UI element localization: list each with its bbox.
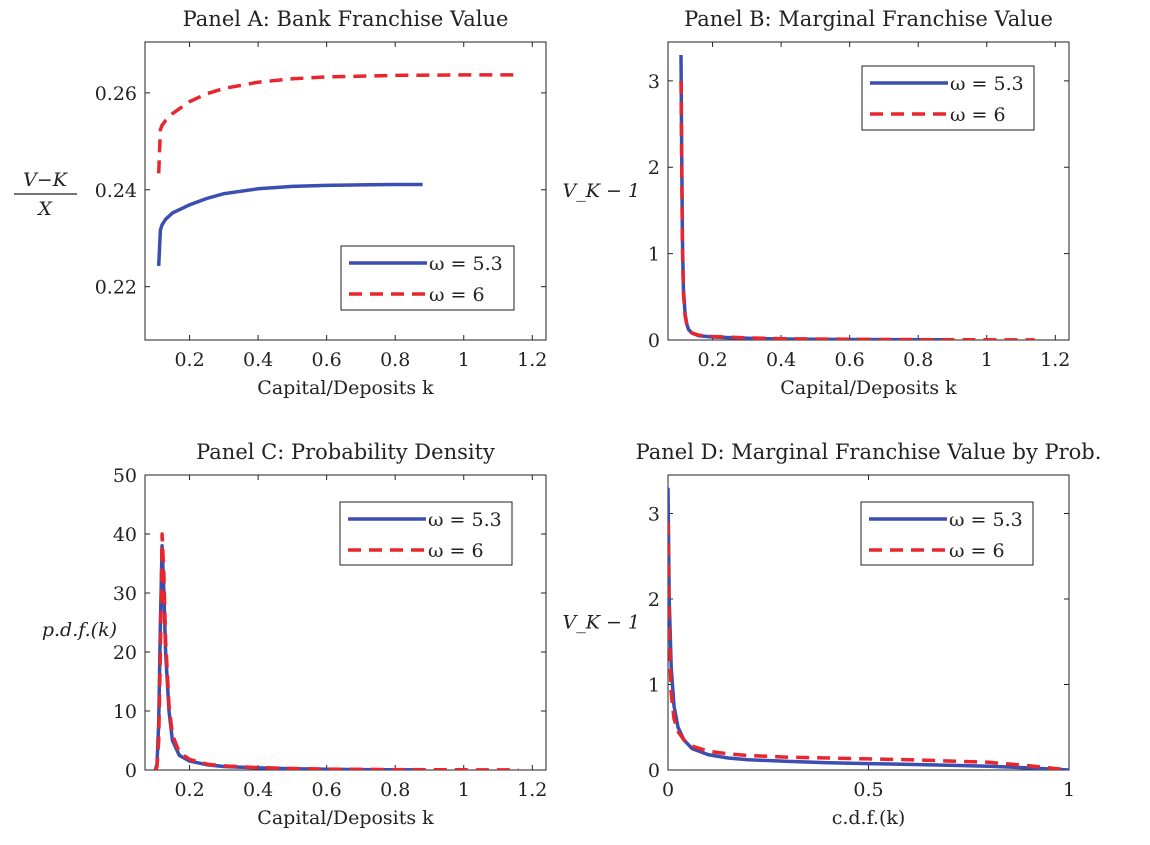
series-line-omega-5-3 — [156, 182, 423, 266]
legend-label: ω = 6 — [949, 540, 1005, 562]
y-tick-label: 1 — [648, 674, 660, 696]
x-tick-label: 0.8 — [380, 779, 410, 801]
x-tick-label: 0.6 — [312, 779, 342, 801]
x-tick-label: 0.5 — [853, 779, 883, 801]
panel-d: Panel D: Marginal Franchise Value by Pro… — [562, 440, 1101, 829]
x-tick-label: 0.2 — [174, 349, 204, 371]
x-tick-label: 0.2 — [697, 349, 727, 371]
x-tick-label: 1 — [1063, 779, 1075, 801]
y-tick-label: 3 — [648, 71, 660, 93]
y-tick-label: 0.24 — [95, 180, 137, 202]
legend-label: ω = 6 — [429, 284, 485, 306]
legend-box — [340, 245, 515, 311]
x-tick-label: 1 — [981, 349, 993, 371]
y-tick-label: 2 — [648, 157, 660, 179]
x-tick-label: 1 — [458, 779, 470, 801]
x-tick-label: 0.4 — [243, 349, 273, 371]
legend-label: ω = 5.3 — [950, 73, 1024, 95]
y-tick-label: 30 — [113, 583, 137, 605]
panel-a: Panel A: Bank Franchise Value 0.2 0.4 0.6 0.… — [14, 7, 547, 399]
legend: ω = 5.3 ω = 6 — [861, 65, 1035, 131]
y-axis-label: V_K − 1 — [562, 612, 640, 634]
y-tick-label: 50 — [113, 465, 137, 487]
panel-title: Panel A: Bank Franchise Value — [183, 7, 509, 31]
panel-c: Panel C: Probability Density 0.2 0.4 0.6 0.8… — [42, 440, 548, 829]
legend: ω = 5.3 ω = 6 — [860, 501, 1034, 566]
legend-label: ω = 5.3 — [429, 253, 503, 275]
panel-b: Panel B: Marginal Franchise Value 0.2 0.4 0… — [562, 7, 1070, 399]
panel-title: Panel C: Probability Density — [196, 440, 495, 464]
x-tick-label: 1.2 — [517, 349, 547, 371]
legend-label: ω = 6 — [950, 104, 1006, 126]
y-tick-label: 2 — [648, 589, 660, 611]
x-tick-label: 0.2 — [174, 779, 204, 801]
x-axis-label: Capital/Deposits k — [780, 377, 957, 399]
x-tick-label: 0.8 — [380, 349, 410, 371]
x-tick-label: 0 — [662, 779, 674, 801]
x-axis-label: Capital/Deposits k — [257, 807, 434, 829]
legend-label: ω = 6 — [428, 540, 484, 562]
y-tick-label: 3 — [648, 503, 660, 525]
y-tick-label: 40 — [113, 524, 137, 546]
legend-box — [861, 65, 1035, 131]
legend-label: ω = 5.3 — [428, 509, 502, 531]
legend-box — [339, 501, 513, 566]
y-axis-label: p.d.f.(k) — [42, 619, 117, 641]
legend-label: ω = 5.3 — [949, 509, 1023, 531]
series-line-omega-5-3 — [153, 544, 423, 770]
x-tick-label: 1.2 — [517, 779, 547, 801]
x-tick-label: 0.4 — [243, 779, 273, 801]
x-axis-label: c.d.f.(k) — [832, 807, 906, 829]
x-tick-label: 1.2 — [1040, 349, 1070, 371]
y-tick-label: 0 — [648, 760, 660, 782]
series-line-omega-6 — [156, 73, 519, 174]
series-line-omega-6 — [668, 521, 1069, 770]
plot-frame — [144, 41, 547, 341]
y-tick-label: 10 — [113, 701, 137, 723]
panel-title: Panel D: Marginal Franchise Value by Pro… — [636, 440, 1102, 464]
y-tick-label: 20 — [113, 642, 137, 664]
y-tick-label: 0 — [125, 760, 137, 782]
x-axis-label: Capital/Deposits k — [257, 377, 434, 399]
x-tick-label: 0.6 — [312, 349, 342, 371]
y-axis-label-numerator: V−K — [23, 169, 69, 191]
y-tick-label: 0.22 — [95, 277, 137, 299]
x-tick-label: 0.8 — [903, 349, 933, 371]
series-line-omega-6 — [679, 80, 1035, 340]
y-axis-label-denominator: X — [36, 198, 53, 220]
series-line-omega-6 — [153, 532, 519, 770]
legend-box — [860, 501, 1034, 566]
x-tick-label: 0.4 — [766, 349, 796, 371]
y-axis-label: V_K − 1 — [562, 180, 640, 202]
legend: ω = 5.3 ω = 6 — [339, 501, 513, 566]
legend: ω = 5.3 ω = 6 — [340, 245, 515, 311]
y-tick-label: 0 — [648, 330, 660, 352]
x-tick-label: 1 — [458, 349, 470, 371]
y-tick-label: 0.26 — [95, 83, 137, 105]
y-tick-label: 1 — [648, 244, 660, 266]
x-tick-label: 0.6 — [835, 349, 865, 371]
panel-title: Panel B: Marginal Franchise Value — [684, 7, 1053, 31]
